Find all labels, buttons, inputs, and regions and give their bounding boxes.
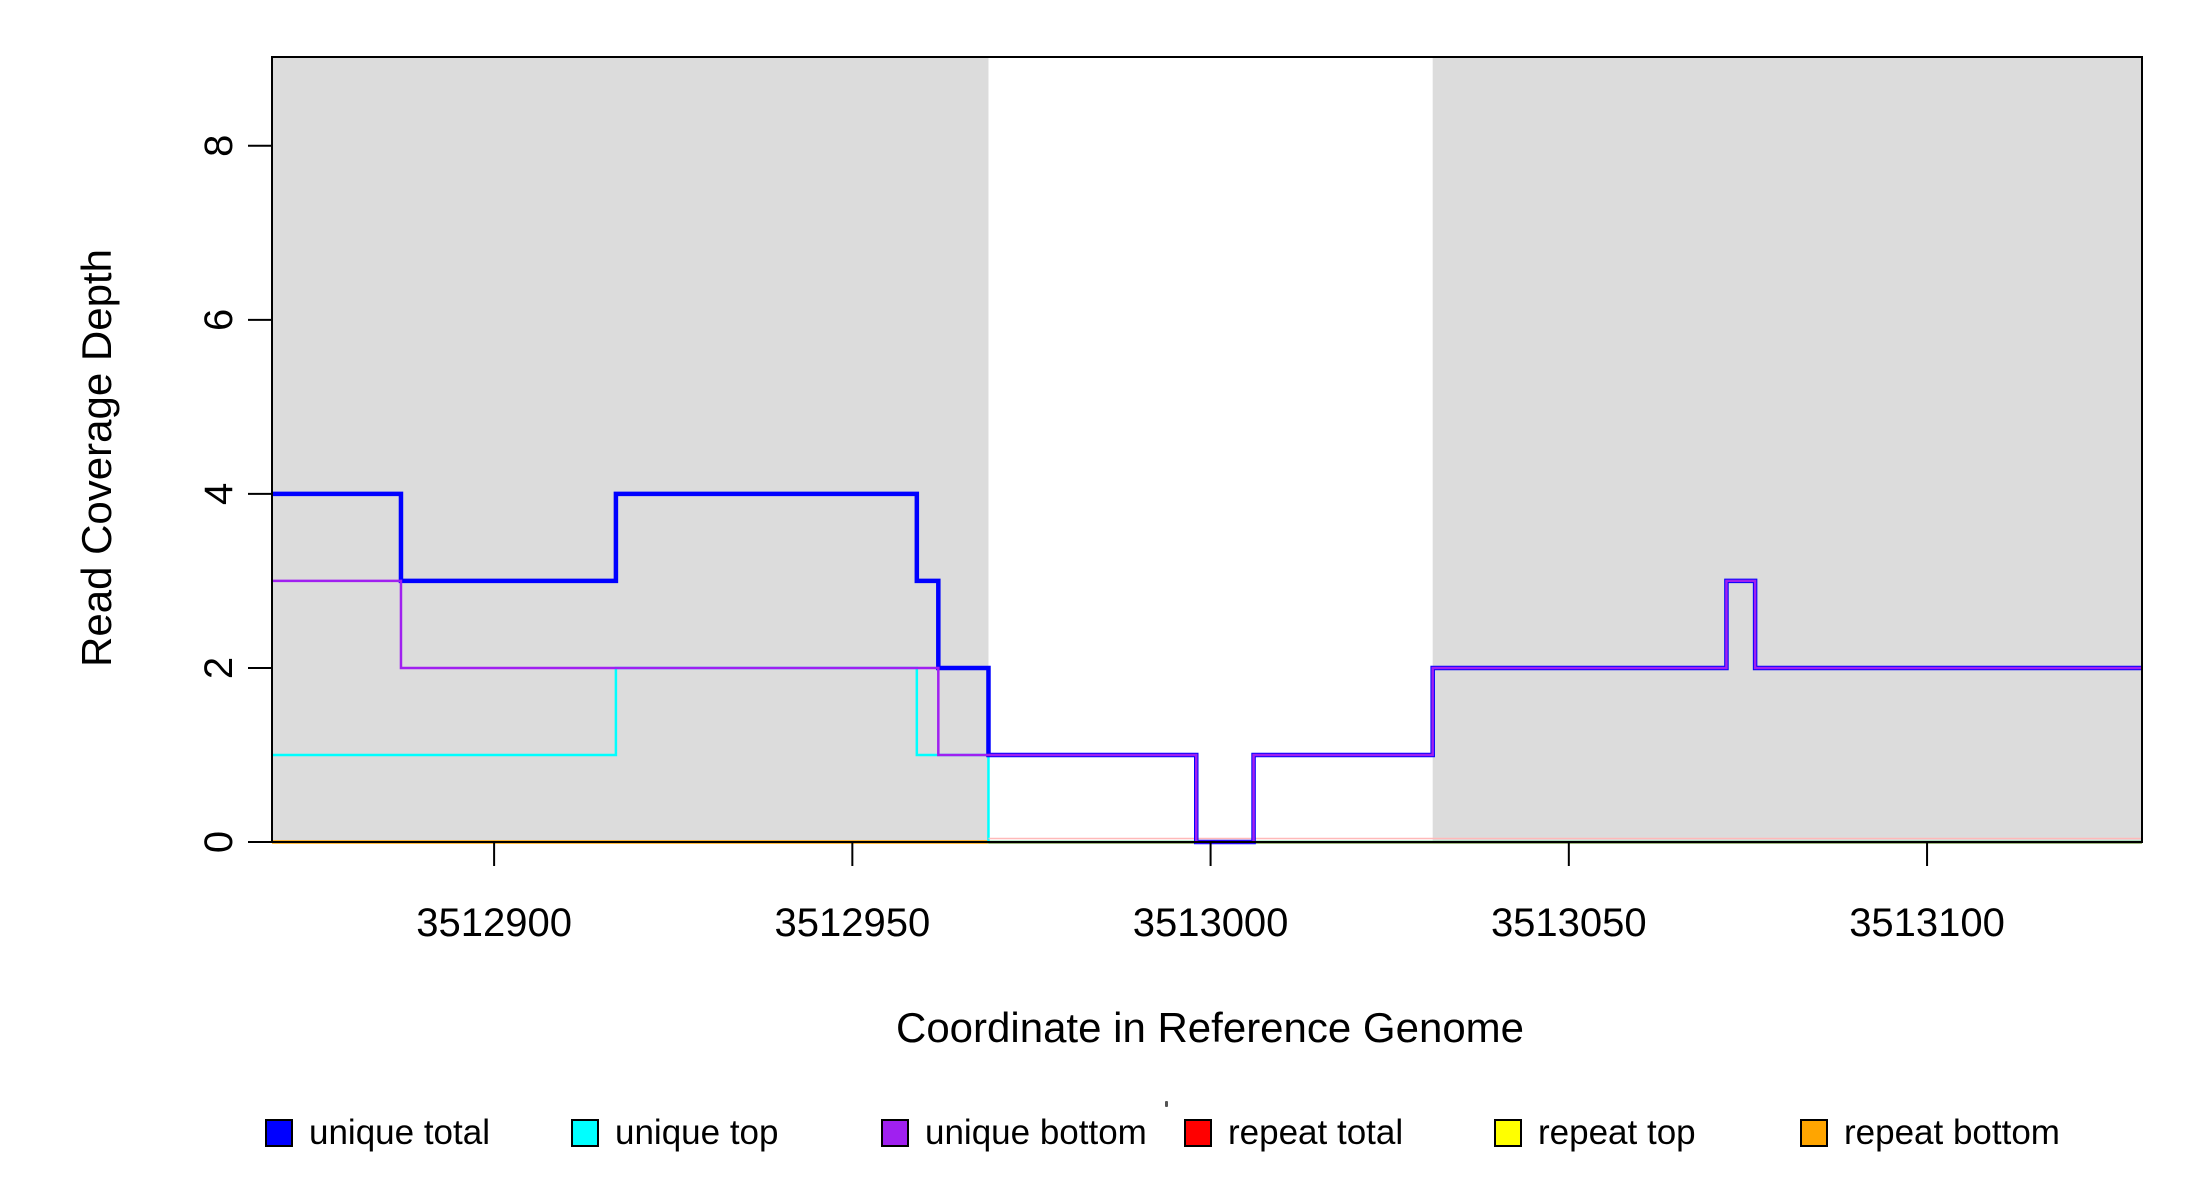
legend-item-unique-bottom: unique bottom: [881, 1113, 1147, 1152]
x-tick-label: 3512950: [774, 901, 930, 945]
legend-swatch-repeat-bottom: [1800, 1118, 1828, 1147]
plot-border: [271, 56, 2143, 843]
series-unique-bottom: [272, 579, 2142, 844]
legend-item-repeat-top: repeat top: [1494, 1113, 1696, 1152]
y-tick-label: 8: [197, 135, 241, 157]
repeat-region-left: [272, 57, 989, 842]
stray-mark: [1165, 1101, 1168, 1107]
legend-swatch-unique-top: [571, 1118, 599, 1147]
legend-swatch-repeat-top: [1494, 1118, 1522, 1147]
x-axis-title: Coordinate in Reference Genome: [895, 1004, 1525, 1051]
repeat-region-right: [1432, 57, 2142, 842]
x-tick-label: 3512900: [416, 901, 572, 945]
legend-label: repeat total: [1228, 1113, 1404, 1152]
y-axis-title: Read Coverage Depth: [73, 249, 120, 667]
y-tick-label: 4: [197, 483, 241, 505]
legend-item-unique-total: unique total: [265, 1113, 490, 1152]
legend-swatch-unique-bottom: [881, 1118, 909, 1147]
legend-swatch-repeat-total: [1184, 1118, 1212, 1147]
legend-label: unique total: [309, 1113, 490, 1152]
y-tick-label: 0: [197, 831, 241, 853]
series-unique-top: [272, 666, 2142, 844]
x-tick-label: 3513050: [1491, 901, 1647, 945]
y-tick-label: 6: [197, 309, 241, 331]
legend-label: unique top: [615, 1113, 779, 1152]
legend: unique total unique top unique bottom repea…: [0, 0, 2200, 1150]
x-tick-label: 3513100: [1849, 901, 2005, 945]
legend-label: unique bottom: [925, 1113, 1147, 1152]
legend-item-repeat-bottom: repeat bottom: [1800, 1113, 2060, 1152]
legend-swatch-unique-total: [265, 1118, 293, 1147]
legend-label: repeat bottom: [1844, 1113, 2060, 1152]
x-tick-label: 3513000: [1133, 901, 1289, 945]
y-tick-label: 2: [197, 657, 241, 679]
legend-label: repeat top: [1538, 1113, 1696, 1152]
legend-item-unique-top: unique top: [571, 1113, 779, 1152]
legend-item-repeat-total: repeat total: [1184, 1113, 1404, 1152]
